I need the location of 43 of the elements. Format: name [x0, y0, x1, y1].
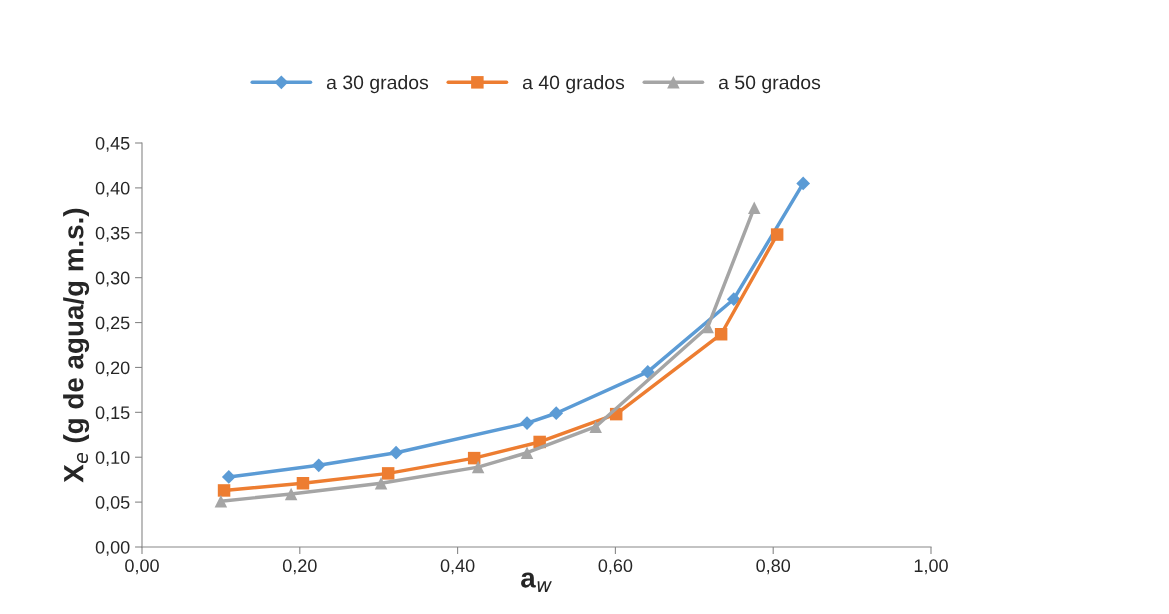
point — [374, 477, 388, 490]
x-tick-label: 0,60 — [598, 559, 633, 575]
point — [296, 477, 310, 490]
legend-label: a 30 grados — [326, 75, 429, 94]
y-axis-title: X$_{e}$ (g de agua/g m.s.) — [63, 208, 90, 483]
point — [471, 460, 485, 474]
x-axis-title: a$_{w}$ — [521, 572, 552, 592]
point — [381, 467, 395, 480]
point — [770, 228, 784, 241]
legend-label: a 50 grados — [718, 75, 821, 94]
y-tick-label: 0,40 — [95, 181, 130, 197]
y-tick-label: 0,45 — [95, 136, 130, 152]
point — [701, 320, 714, 334]
y-tick-label: 0,25 — [95, 316, 130, 332]
y-tick-label: 0,20 — [95, 361, 130, 377]
y-tick-label: 0,10 — [95, 451, 130, 467]
y-tick-label: 0,00 — [95, 540, 130, 556]
point — [796, 176, 811, 191]
point — [221, 470, 236, 484]
point — [726, 292, 741, 307]
x-tick-label: 0,20 — [282, 559, 317, 575]
y-tick-label: 0,35 — [95, 226, 130, 242]
point — [549, 406, 564, 421]
point — [217, 484, 231, 497]
legend-label: a 40 grados — [522, 75, 625, 94]
y-tick-label: 0,30 — [95, 271, 130, 287]
y-tick-label: 0,05 — [95, 496, 130, 511]
point — [520, 416, 534, 430]
point — [520, 446, 534, 459]
point — [311, 458, 326, 473]
point — [467, 451, 481, 465]
x-tick-label: 0,40 — [440, 559, 475, 575]
point — [589, 420, 602, 433]
point — [389, 445, 403, 460]
point — [214, 494, 228, 508]
x-tick-label: 1,00 — [914, 559, 948, 575]
point — [284, 487, 298, 501]
point — [748, 201, 761, 214]
point — [714, 327, 728, 341]
x-tick-label: 0,80 — [756, 559, 791, 575]
x-tick-label: 0,00 — [125, 559, 159, 575]
point — [640, 365, 655, 379]
y-tick-label: 0,15 — [95, 406, 130, 422]
